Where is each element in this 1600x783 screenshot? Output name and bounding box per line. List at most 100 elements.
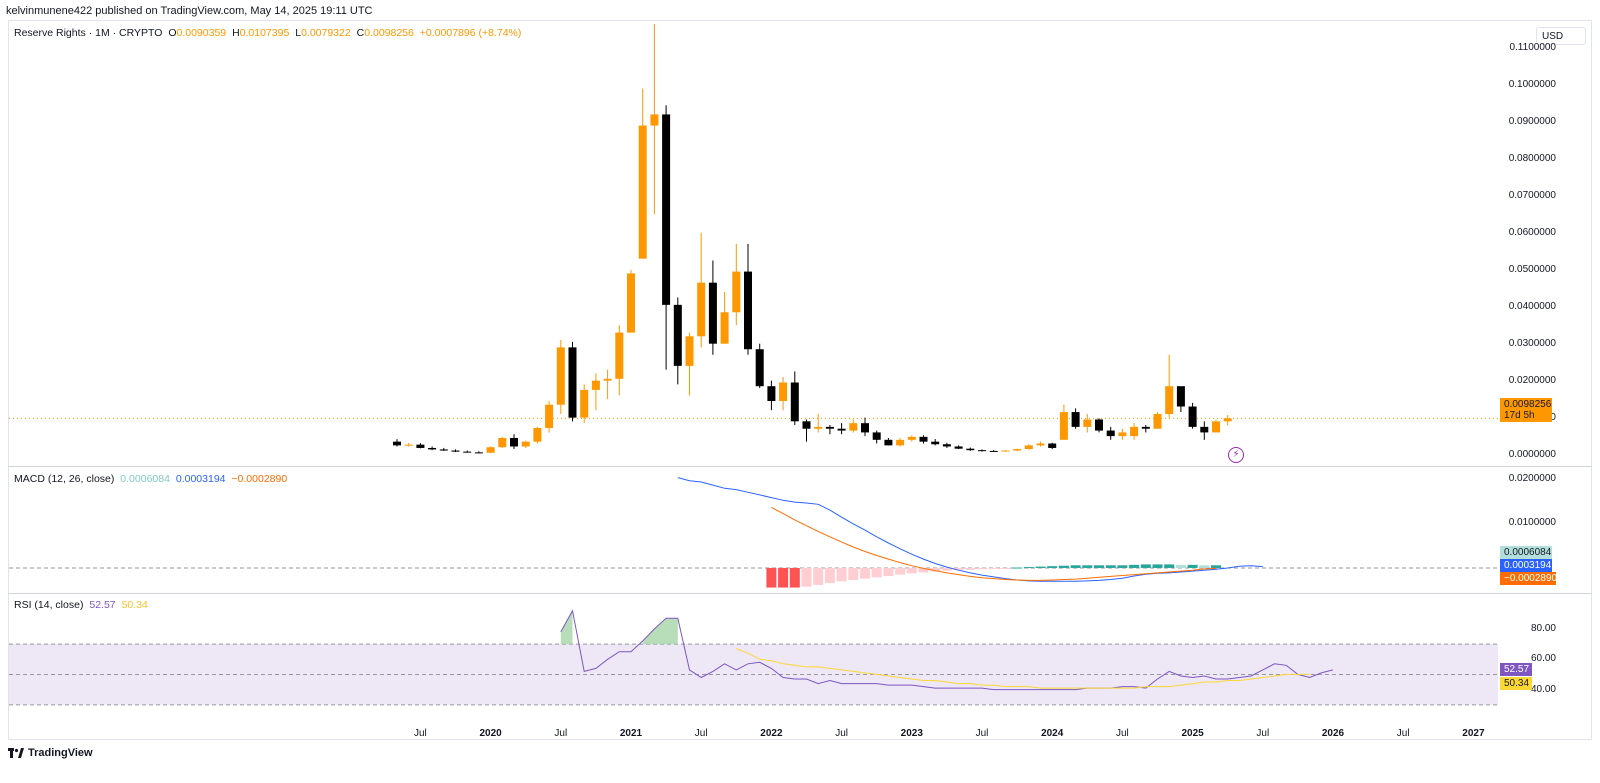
macd-histogram-bar <box>848 567 859 580</box>
macd-histogram-bar <box>778 567 789 588</box>
time-tick-label: Jul <box>975 728 989 739</box>
time-tick-label: 2025 <box>1181 728 1204 739</box>
macd-tag: 0.0003194 <box>1500 559 1552 572</box>
macd-histogram-bar <box>1035 566 1046 568</box>
candle-body <box>896 439 905 446</box>
candle-body <box>825 426 834 429</box>
candle-body <box>1036 443 1045 446</box>
rsi-tick-label: 60.00 <box>1530 653 1556 665</box>
candle-body <box>802 421 811 429</box>
rsi-tick-label: 80.00 <box>1530 622 1556 634</box>
countdown-value: 17d 5h <box>1504 410 1535 421</box>
macd-histogram-bar <box>836 567 847 582</box>
macd-histogram-bar <box>871 567 882 578</box>
macd-histogram-bar <box>883 567 894 576</box>
candle-body <box>1130 426 1139 437</box>
candle-body <box>416 444 425 448</box>
candle-body <box>1200 426 1209 433</box>
candle-body <box>767 386 776 401</box>
candle-body <box>486 447 495 453</box>
time-tick-label: Jul <box>1115 728 1129 739</box>
macd-histogram-bar <box>1023 567 1034 569</box>
macd-histogram-bar <box>1094 565 1104 568</box>
candle-body <box>978 450 986 452</box>
candle-body <box>790 382 799 422</box>
candle-body <box>556 347 565 405</box>
macd-histogram-bar <box>1117 565 1128 568</box>
macd-histogram-bar <box>1012 567 1023 569</box>
price-tick-label: 0.0200000 <box>1508 374 1556 386</box>
high-value: 0.0107395 <box>239 27 290 39</box>
candle-body <box>627 273 635 333</box>
rsi-line <box>560 609 1334 691</box>
candle-body <box>1095 419 1103 431</box>
macd-signal-value: −0.0002890 <box>231 473 288 485</box>
chart-frame[interactable] <box>8 20 1592 740</box>
price-tick-label: 0.1100000 <box>1509 41 1556 53</box>
tradingview-logo[interactable]: TradingView <box>8 747 93 759</box>
candle-body <box>404 444 413 446</box>
candle-body <box>568 347 577 418</box>
macd-histogram-bar <box>1070 565 1081 568</box>
macd-histogram-bar <box>1000 567 1011 569</box>
rsi-ma-line <box>736 648 1310 689</box>
macd-histogram-bar <box>789 567 800 588</box>
time-tick-label: 2027 <box>1462 728 1485 739</box>
time-tick-label: Jul <box>835 728 848 739</box>
tradingview-logo-icon <box>8 748 24 758</box>
pane-separator[interactable] <box>8 593 1592 594</box>
macd-histogram-bar <box>953 567 964 571</box>
candle-body <box>1165 386 1174 414</box>
close-value: 0.0098256 <box>364 27 414 39</box>
candle-body <box>510 437 518 447</box>
macd-histogram-bar <box>766 567 777 588</box>
macd-histogram-bar <box>813 567 824 585</box>
macd-histogram-bar <box>1105 565 1116 568</box>
price-tick-label: 0.0600000 <box>1508 226 1556 238</box>
time-tick-label: Jul <box>694 728 708 739</box>
candle-body <box>1212 421 1220 433</box>
time-tick-label: Jul <box>1256 728 1270 739</box>
rsi-ma-tag: 50.34 <box>1500 677 1532 690</box>
pane-separator[interactable] <box>8 466 1592 467</box>
macd-histogram-bar <box>918 567 929 573</box>
price-tick-label: 0.0500000 <box>1508 263 1556 275</box>
macd-histogram-bar <box>906 567 917 574</box>
candle-body <box>732 271 741 313</box>
price-tick-label: 0.0900000 <box>1508 115 1556 127</box>
candle-body <box>849 423 858 431</box>
candle-body <box>451 450 460 452</box>
candle-body <box>989 450 998 452</box>
candle-body <box>1048 443 1057 448</box>
macd-line <box>677 477 1263 582</box>
macd-hist-tag: 0.0006084 <box>1500 546 1552 559</box>
open-label: O <box>168 27 177 39</box>
macd-histogram-bar <box>1199 565 1210 568</box>
candle-body <box>1176 386 1185 407</box>
symbol-label[interactable]: Reserve Rights · 1M · CRYPTO <box>14 27 163 39</box>
price-tick-label: 0.1000000 <box>1508 78 1556 90</box>
candle-body <box>954 446 963 449</box>
candle-body <box>662 114 671 305</box>
candle-body <box>393 441 401 446</box>
candle-body <box>650 114 659 126</box>
macd-histogram-bar <box>895 567 906 575</box>
candle-body <box>1001 450 1010 452</box>
macd-histogram-bar <box>1164 564 1175 568</box>
candle-body <box>779 382 788 401</box>
time-tick-label: 2020 <box>479 728 502 739</box>
candle-body <box>1059 412 1068 440</box>
candle-body <box>1083 419 1092 427</box>
time-tick-label: 2022 <box>760 728 783 739</box>
macd-histogram-bar <box>801 567 812 587</box>
price-tick-label: 0.0800000 <box>1508 152 1556 164</box>
macd-histogram-bar <box>1175 564 1186 568</box>
candle-body <box>1024 445 1033 450</box>
currency-selector[interactable]: USD <box>1536 27 1586 45</box>
lightning-icon[interactable]: ⚡ <box>1228 447 1244 463</box>
candle-body <box>521 441 530 447</box>
candle-body <box>591 380 600 390</box>
macd-title[interactable]: MACD (12, 26, close) <box>14 473 115 485</box>
rsi-title[interactable]: RSI (14, close) <box>14 599 84 611</box>
